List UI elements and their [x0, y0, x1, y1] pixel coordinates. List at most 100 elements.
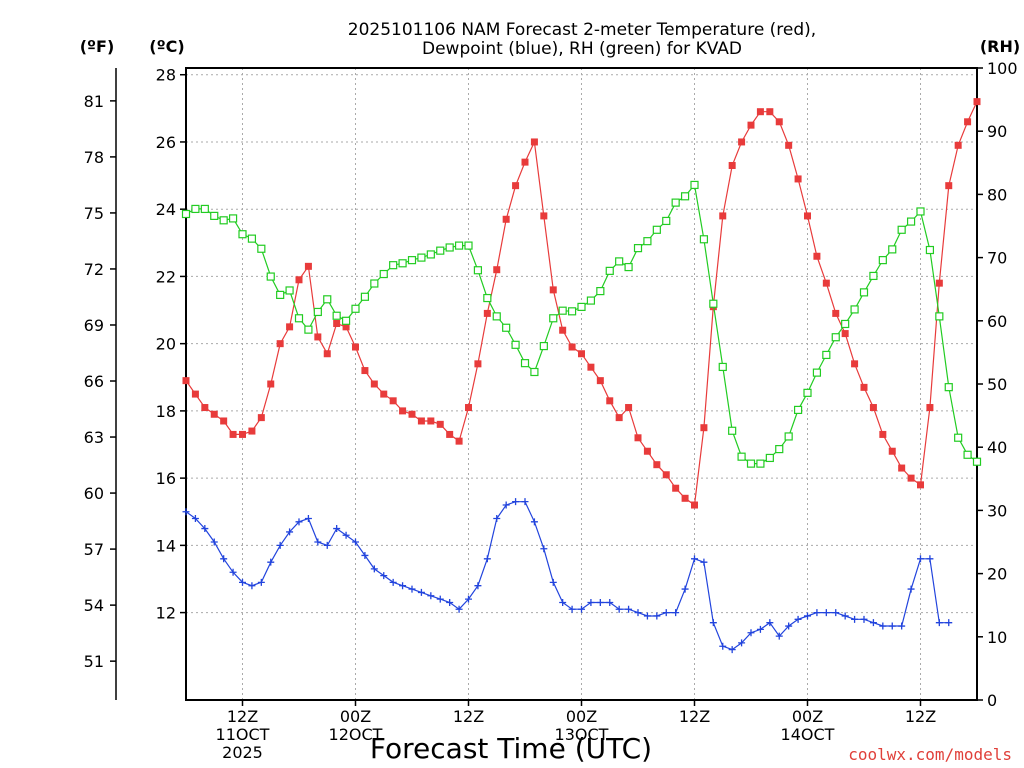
- dewpoint-point: [700, 558, 708, 566]
- rh-series: [181, 180, 982, 468]
- temperature-point: [785, 141, 793, 149]
- temperature-point: [926, 404, 934, 412]
- temperature-point: [691, 501, 698, 509]
- temperature-point: [314, 333, 322, 341]
- temperature-point: [917, 481, 924, 489]
- rh-tick-label: 30: [987, 501, 1007, 520]
- rh-point: [916, 207, 925, 216]
- temperature-point: [766, 108, 774, 116]
- temperature-point: [935, 279, 943, 287]
- rh-point: [520, 359, 530, 368]
- dewpoint-point: [813, 609, 821, 617]
- dewpoint-point: [248, 582, 256, 590]
- rh-point: [436, 246, 445, 255]
- temperature-point: [446, 430, 454, 438]
- rh-point: [775, 444, 784, 454]
- celsius-tick-label: 20: [156, 335, 176, 354]
- dewpoint-point: [549, 578, 557, 586]
- rh-tick-label: 60: [987, 312, 1007, 331]
- temperature-point: [662, 471, 670, 479]
- temperature-point: [342, 323, 350, 331]
- dewpoint-point: [295, 518, 303, 526]
- rh-tick-label: 90: [987, 122, 1007, 141]
- rh-point: [341, 316, 351, 325]
- rh-point: [624, 262, 633, 272]
- rh-point: [793, 405, 803, 415]
- rh-point: [539, 341, 548, 351]
- temperature-point: [257, 414, 265, 422]
- rh-point: [426, 250, 435, 259]
- temperature-point: [568, 343, 576, 351]
- dewpoint-point: [239, 578, 246, 586]
- dewpoint-point: [634, 609, 642, 617]
- temperature-point: [738, 138, 746, 146]
- dewpoint-point: [643, 612, 651, 620]
- rh-tick-label: 100: [987, 59, 1018, 78]
- rh-point: [652, 225, 661, 234]
- celsius-tick-label: 12: [156, 604, 176, 623]
- dewpoint-point: [935, 619, 943, 627]
- temperature-point: [286, 323, 294, 331]
- temperature-point: [493, 266, 501, 274]
- rh-point: [379, 269, 388, 279]
- x-tick-label: 12Z: [905, 707, 936, 726]
- fahrenheit-unit-label: (ºF): [80, 37, 115, 56]
- temperature-point: [304, 262, 312, 270]
- x-tick-label: 11OCT: [216, 725, 270, 744]
- dewpoint-point: [907, 585, 915, 593]
- rh-point: [972, 457, 982, 466]
- dewpoint-point: [436, 595, 444, 603]
- rh-point: [718, 362, 727, 372]
- temperature-point: [295, 276, 303, 284]
- rh-point: [897, 225, 906, 234]
- temperature-point: [719, 212, 727, 220]
- dewpoint-point: [333, 525, 341, 533]
- dewpoint-point: [210, 538, 218, 546]
- rh-tick-label: 40: [987, 438, 1007, 457]
- fahrenheit-tick-label: 78: [84, 148, 104, 167]
- rh-point: [803, 388, 812, 397]
- series-group: [181, 98, 982, 654]
- fahrenheit-tick-label: 72: [84, 260, 104, 279]
- rh-point: [888, 245, 897, 254]
- fahrenheit-tick-label: 66: [84, 372, 104, 391]
- fahrenheit-tick-label: 51: [84, 652, 104, 671]
- temperature-point: [775, 118, 783, 126]
- temperature-point: [399, 407, 407, 415]
- temperature-point: [502, 215, 510, 223]
- rh-unit-label: (RH): [980, 37, 1020, 56]
- x-tick-label: 00Z: [792, 707, 823, 726]
- rh-point: [859, 288, 869, 297]
- rh-point: [502, 323, 511, 332]
- rh-point: [313, 307, 322, 317]
- rh-point: [511, 340, 520, 349]
- temperature-point: [417, 417, 425, 425]
- dewpoint-point: [728, 646, 736, 654]
- temperature-point: [756, 108, 764, 116]
- temperature-point: [248, 427, 256, 435]
- axes: 51 54 57 60 63 66 69 72 75 78 81 12 14 16 18 20 22 24 26 28…: [84, 59, 1018, 762]
- dewpoint-point: [794, 615, 802, 623]
- dewpoint-point: [427, 592, 435, 600]
- chart-title-line-1: 2025101106 NAM Forecast 2-meter Temperat…: [348, 20, 816, 40]
- dewpoint-point: [587, 599, 595, 607]
- rh-tick-label: 50: [987, 375, 1007, 394]
- temperature-point: [954, 141, 962, 149]
- dewpoint-point: [672, 609, 680, 617]
- dewpoint-point: [879, 622, 887, 630]
- rh-point: [812, 368, 822, 377]
- temperature-point: [210, 410, 218, 418]
- rh-point: [841, 319, 850, 329]
- rh-point: [577, 302, 586, 311]
- celsius-tick-label: 16: [156, 469, 176, 488]
- temperature-point: [964, 118, 972, 126]
- temperature-point: [549, 286, 557, 294]
- celsius-tick-label: 28: [156, 66, 176, 85]
- rh-point: [464, 241, 473, 250]
- dewpoint-line: [185, 501, 949, 651]
- rh-point: [454, 241, 464, 250]
- dewpoint-point: [474, 582, 482, 590]
- dewpoint-point: [502, 501, 510, 509]
- dewpoint-point: [399, 582, 407, 590]
- temperature-point: [220, 417, 228, 425]
